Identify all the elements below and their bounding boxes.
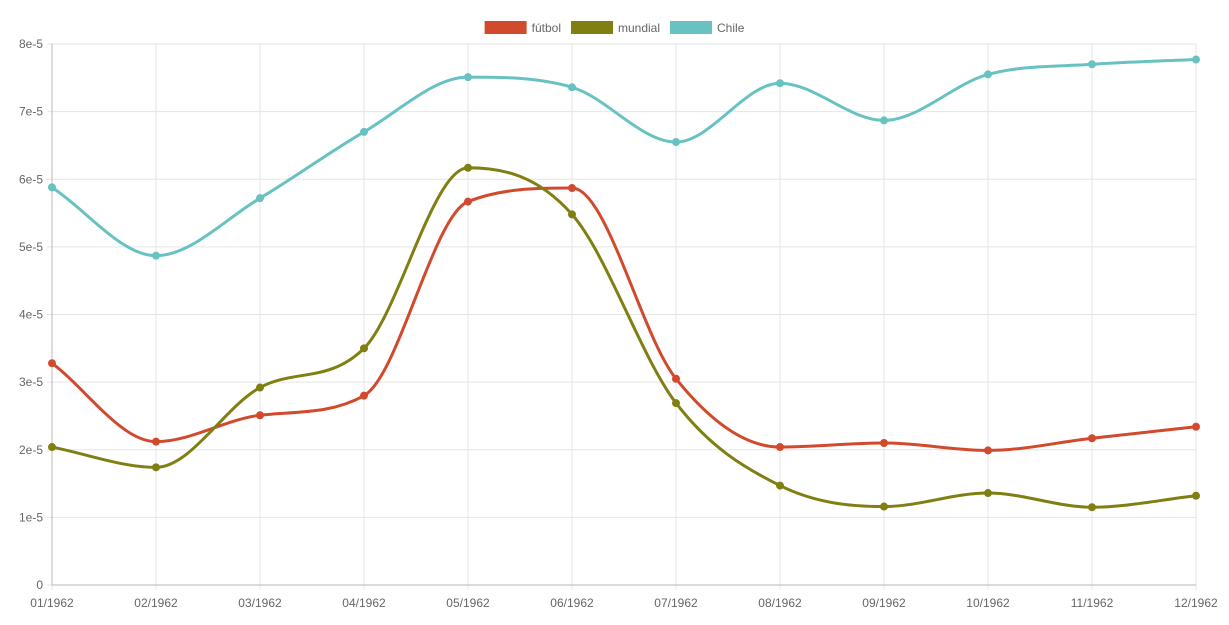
data-point-chile[interactable] bbox=[1192, 55, 1200, 64]
x-tick-label: 02/1962 bbox=[134, 596, 178, 610]
y-tick-label: 5e-5 bbox=[19, 240, 43, 254]
series-lines bbox=[48, 55, 1200, 512]
series-line-futbol bbox=[50, 186, 1198, 452]
legend-item-mundial[interactable]: mundial bbox=[570, 21, 660, 35]
data-point-chile[interactable] bbox=[880, 116, 888, 125]
data-point-chile[interactable] bbox=[360, 127, 368, 136]
x-tick-label: 12/1962 bbox=[1174, 596, 1218, 610]
y-tick-label: 4e-5 bbox=[19, 308, 43, 322]
data-point-mundial[interactable] bbox=[464, 163, 472, 172]
x-tick-label: 10/1962 bbox=[966, 596, 1010, 610]
data-point-mundial[interactable] bbox=[152, 463, 160, 472]
legend-swatch bbox=[484, 21, 527, 34]
data-point-futbol[interactable] bbox=[256, 411, 264, 420]
data-point-chile[interactable] bbox=[256, 194, 264, 203]
series-line-mundial bbox=[50, 166, 1198, 509]
y-tick-label: 7e-5 bbox=[19, 105, 43, 119]
data-point-futbol[interactable] bbox=[464, 197, 472, 206]
legend-item-futbol[interactable]: fútbol bbox=[484, 21, 561, 35]
data-point-futbol[interactable] bbox=[984, 446, 992, 455]
x-tick-label: 04/1962 bbox=[342, 596, 386, 610]
data-point-mundial[interactable] bbox=[984, 489, 992, 498]
x-tick-label: 01/1962 bbox=[30, 596, 74, 610]
series-line-chile bbox=[50, 58, 1198, 258]
legend-label: Chile bbox=[717, 21, 745, 35]
data-point-chile[interactable] bbox=[152, 251, 160, 260]
series-chile bbox=[48, 55, 1200, 260]
y-tick-label: 3e-5 bbox=[19, 375, 43, 389]
data-point-futbol[interactable] bbox=[568, 184, 576, 193]
x-tick-label: 09/1962 bbox=[862, 596, 906, 610]
data-point-mundial[interactable] bbox=[776, 481, 784, 490]
data-point-futbol[interactable] bbox=[776, 443, 784, 452]
x-tick-label: 03/1962 bbox=[238, 596, 282, 610]
y-tick-label: 8e-5 bbox=[19, 37, 43, 51]
data-point-mundial[interactable] bbox=[568, 210, 576, 219]
x-tick-label: 11/1962 bbox=[1071, 596, 1114, 610]
data-point-futbol[interactable] bbox=[1088, 434, 1096, 443]
x-tick-label: 06/1962 bbox=[550, 596, 594, 610]
data-point-futbol[interactable] bbox=[880, 438, 888, 447]
y-tick-label: 2e-5 bbox=[19, 443, 43, 457]
data-point-mundial[interactable] bbox=[1088, 503, 1096, 512]
y-tick-label: 6e-5 bbox=[19, 172, 43, 186]
data-point-mundial[interactable] bbox=[672, 399, 680, 408]
x-tick-label: 07/1962 bbox=[654, 596, 698, 610]
legend: fútbol mundial Chile bbox=[484, 21, 745, 35]
data-point-chile[interactable] bbox=[672, 138, 680, 147]
data-point-futbol[interactable] bbox=[152, 437, 160, 446]
x-tick-label: 05/1962 bbox=[446, 596, 490, 610]
data-point-chile[interactable] bbox=[984, 70, 992, 79]
data-point-chile[interactable] bbox=[48, 183, 56, 192]
data-point-futbol[interactable] bbox=[48, 359, 56, 368]
legend-label: mundial bbox=[618, 21, 660, 35]
data-point-mundial[interactable] bbox=[880, 502, 888, 511]
legend-item-chile[interactable]: Chile bbox=[670, 21, 745, 35]
data-point-mundial[interactable] bbox=[360, 344, 368, 353]
data-point-chile[interactable] bbox=[464, 73, 472, 82]
data-point-mundial[interactable] bbox=[48, 443, 56, 452]
legend-swatch bbox=[670, 21, 713, 34]
legend-label: fútbol bbox=[532, 21, 561, 35]
data-point-mundial[interactable] bbox=[1192, 491, 1200, 500]
gridlines bbox=[47, 43, 1197, 590]
data-point-futbol[interactable] bbox=[1192, 422, 1200, 431]
data-point-chile[interactable] bbox=[1088, 60, 1096, 69]
data-point-chile[interactable] bbox=[776, 79, 784, 88]
series-mundial bbox=[48, 163, 1200, 512]
legend-swatch bbox=[570, 21, 613, 34]
data-point-futbol[interactable] bbox=[672, 374, 680, 383]
data-point-futbol[interactable] bbox=[360, 391, 368, 400]
series-futbol bbox=[48, 184, 1200, 455]
y-tick-label: 1e-5 bbox=[19, 510, 43, 524]
y-tick-label: 0 bbox=[36, 578, 43, 592]
axes: 0 1e-5 2e-5 3e-5 4e-5 5e-5 6e-5 7e-5 8e-5 01/1962… bbox=[19, 37, 1218, 610]
data-point-mundial[interactable] bbox=[256, 383, 264, 392]
x-tick-label: 08/1962 bbox=[758, 596, 802, 610]
data-point-chile[interactable] bbox=[568, 83, 576, 92]
